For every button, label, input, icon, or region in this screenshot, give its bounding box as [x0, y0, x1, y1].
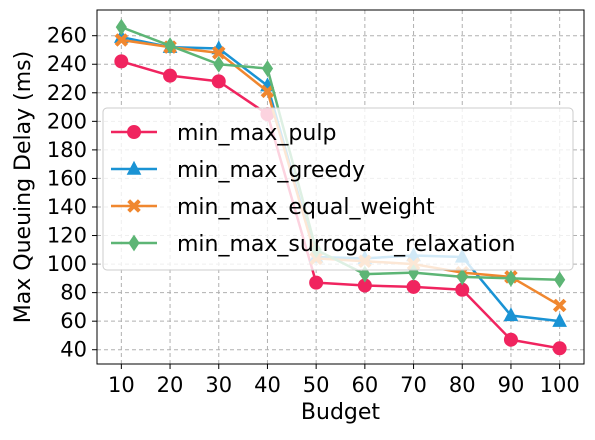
- y-tick-label: 220: [47, 81, 87, 105]
- legend-marker: [127, 199, 141, 213]
- legend-marker: [128, 234, 140, 252]
- data-point-min_max_greedy: [552, 312, 567, 327]
- tick-layer: 10 20 30 40 50 60 70 80 90 100 40 60 80 100 120 140 160 1…: [47, 24, 580, 397]
- y-axis-label: Max Queuing Delay (ms): [11, 51, 36, 323]
- data-point-min_max_pulp: [211, 74, 226, 89]
- x-tick-label: 50: [303, 373, 330, 397]
- data-point-min_max_pulp: [309, 275, 324, 290]
- series-line-min_max_pulp: [120, 60, 560, 350]
- legend-marker: [126, 160, 142, 175]
- data-point-min_max_equal_weight: [552, 298, 567, 313]
- y-tick-label: 100: [47, 252, 87, 276]
- x-axis-label: Budget: [301, 400, 381, 425]
- y-tick-label: 260: [47, 24, 87, 48]
- data-point-min_max_surrogate_relaxation: [164, 37, 176, 55]
- data-point-min_max_surrogate_relaxation: [213, 55, 225, 73]
- y-tick-label: 240: [47, 52, 87, 76]
- plot-frame: [96, 9, 585, 365]
- x-tick-label: 80: [449, 373, 476, 397]
- y-tick-label: 80: [60, 281, 87, 305]
- legend-label: min_max_greedy: [177, 158, 365, 183]
- legend-marker: [127, 125, 141, 139]
- y-tick-label: 120: [47, 224, 87, 248]
- legend-items: min_max_pulp min_max_greedy min_max_equal_…: [111, 121, 515, 257]
- y-tick-label: 160: [47, 166, 87, 190]
- y-tick-label: 180: [47, 138, 87, 162]
- x-tick-label: 60: [351, 373, 378, 397]
- legend-item-min_max_equal_weight: min_max_equal_weight: [111, 195, 435, 220]
- data-point-min_max_surrogate_relaxation: [505, 269, 517, 287]
- y-tick-label: 200: [47, 109, 87, 133]
- x-tick-label: 100: [540, 373, 580, 397]
- data-point-min_max_pulp: [552, 341, 567, 356]
- data-point-min_max_surrogate_relaxation: [554, 271, 566, 289]
- data-point-min_max_pulp: [406, 279, 421, 294]
- data-point-min_max_equal_weight: [114, 33, 129, 47]
- x-tick-label: 10: [108, 373, 135, 397]
- data-point-min_max_surrogate_relaxation: [456, 268, 468, 286]
- legend-box: [102, 107, 574, 271]
- data-point-min_max_surrogate_relaxation: [261, 60, 274, 77]
- legend-item-min_max_surrogate_relaxation: min_max_surrogate_relaxation: [111, 232, 515, 257]
- y-tick-label: 40: [60, 338, 87, 362]
- x-tick-label: 90: [498, 373, 525, 397]
- data-point-min_max_pulp: [114, 54, 129, 69]
- data-point-min_max_pulp: [503, 332, 518, 347]
- legend: min_max_pulp min_max_greedy min_max_equal_…: [102, 107, 574, 271]
- legend-item-min_max_pulp: min_max_pulp: [111, 121, 336, 146]
- x-tick-label: 70: [400, 373, 427, 397]
- x-tick-label: 40: [254, 373, 281, 397]
- data-point-min_max_pulp: [163, 68, 178, 83]
- y-tick-label: 60: [60, 309, 87, 333]
- legend-label: min_max_pulp: [177, 121, 336, 146]
- x-tick-label: 20: [157, 373, 184, 397]
- data-point-min_max_equal_weight: [211, 45, 226, 60]
- data-point-min_max_surrogate_relaxation: [115, 18, 127, 36]
- legend-label: min_max_equal_weight: [177, 195, 435, 220]
- x-tick-label: 30: [205, 373, 232, 397]
- legend-label: min_max_surrogate_relaxation: [177, 232, 515, 257]
- y-tick-label: 140: [47, 195, 87, 219]
- data-point-min_max_greedy: [503, 307, 519, 322]
- legend-item-min_max_greedy: min_max_greedy: [111, 158, 365, 183]
